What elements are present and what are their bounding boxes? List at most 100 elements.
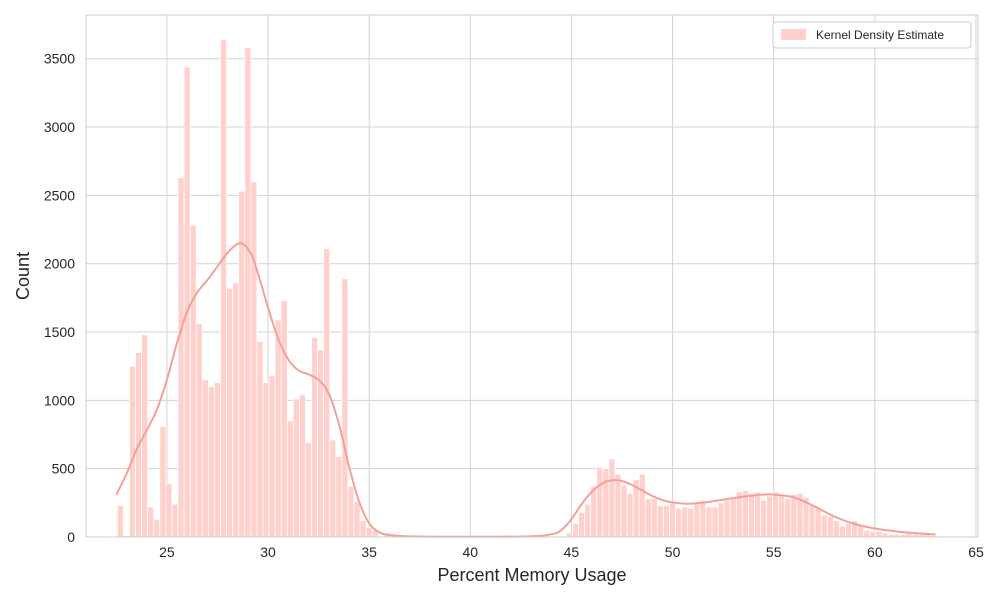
histogram-bar [189,225,197,538]
histogram-bar [274,319,282,538]
histogram-bar [572,522,579,538]
x-tick-label: 40 [463,544,479,560]
histogram-bar [116,505,124,538]
histogram-bar [147,506,155,538]
x-tick-label: 25 [159,544,175,560]
histogram-bar [748,492,755,538]
histogram-bar [644,498,652,538]
x-tick-label: 60 [867,544,883,560]
x-tick-labels: 25 30 35 40 45 50 55 60 65 [159,544,984,560]
y-tick-label: 2000 [44,256,75,272]
histogram-bar [772,491,780,538]
x-tick-label: 50 [665,544,681,560]
histogram-bar [754,491,761,538]
histogram-bar [347,486,355,538]
y-tick-label: 1500 [44,324,75,340]
y-tick-label: 1000 [44,392,75,408]
x-tick-label: 55 [766,544,782,560]
y-tick-label: 3000 [44,119,75,135]
histogram-bar [207,386,215,538]
plot-border [85,14,979,538]
y-tick-label: 3500 [44,51,75,67]
histogram-bars [116,39,937,538]
histogram-bar [711,506,719,538]
histogram-bar [875,531,883,538]
histogram-bar [845,522,852,538]
x-tick-label: 35 [361,544,377,560]
histogram-bar [620,484,628,538]
histogram-bar [839,525,846,538]
histogram-bar [693,503,701,538]
histogram-bar [881,532,889,538]
histogram-bar [869,531,877,538]
histogram-bar [359,520,367,538]
histogram-bar [292,398,300,538]
histogram-bar [590,486,598,538]
histogram-bar [687,507,695,538]
histogram-bar [608,458,616,538]
histogram-bar [262,382,270,538]
histogram-bar [341,278,349,538]
histogram-bar [317,349,325,538]
legend-swatch [781,29,806,40]
histogram-bar [675,507,683,538]
legend-box [772,21,972,49]
histogram-bar [183,66,191,538]
histogram-bar [244,47,252,538]
y-tick-label: 0 [67,529,75,545]
histogram-bar [329,439,337,538]
histogram-bar [638,473,646,538]
histogram-bar [699,499,707,538]
histogram-bar [256,341,264,538]
histogram-bar [353,501,361,538]
histogram-bar [335,455,343,538]
y-tick-labels: 0 500 1000 1500 2000 2500 3000 3500 [44,51,75,545]
histogram-bar [820,514,828,538]
x-axis-label: Percent Memory Usage [437,565,626,585]
histogram-bar [766,495,774,538]
histogram-bar [298,394,306,538]
histogram-bar [280,300,288,538]
histogram-bar [657,505,664,538]
histogram-bar [663,505,670,538]
legend-label: Kernel Density Estimate [816,28,944,42]
histogram-bar [286,420,294,538]
histogram-bar [705,506,713,538]
histogram-bar [232,282,240,538]
histogram-bar [311,337,318,538]
histogram-bar [650,498,658,538]
histogram-bar [735,491,743,538]
histogram-bar [863,529,871,538]
histogram-bar [723,499,731,538]
y-tick-label: 2500 [44,187,75,203]
histogram-bar [717,502,725,538]
histogram-bar [214,382,221,538]
histogram-bar [832,520,840,538]
histogram-bar [614,473,622,538]
histogram-bar [681,506,689,538]
x-tick-label: 30 [260,544,276,560]
histogram-bar [250,181,258,538]
histogram-bar [729,496,737,538]
histogram-bar [159,425,167,538]
histogram-bar [165,483,173,538]
y-tick-label: 500 [52,461,76,477]
histogram-bar [268,375,276,538]
histogram-bar [826,516,834,538]
histogram-bar [153,518,161,538]
histogram-bar [602,468,610,538]
histogram-bar [365,527,373,538]
histogram-bar [784,498,792,538]
histogram-bar [226,287,234,538]
histogram-bar [220,39,227,538]
histogram-bar [201,379,209,538]
x-tick-label: 45 [564,544,580,560]
histogram-bar [578,512,585,538]
histogram-bar [778,495,786,538]
histogram-bar [171,503,179,538]
histogram-bar [626,492,634,538]
histogram-bar [814,507,822,538]
legend: Kernel Density Estimate [772,21,972,49]
